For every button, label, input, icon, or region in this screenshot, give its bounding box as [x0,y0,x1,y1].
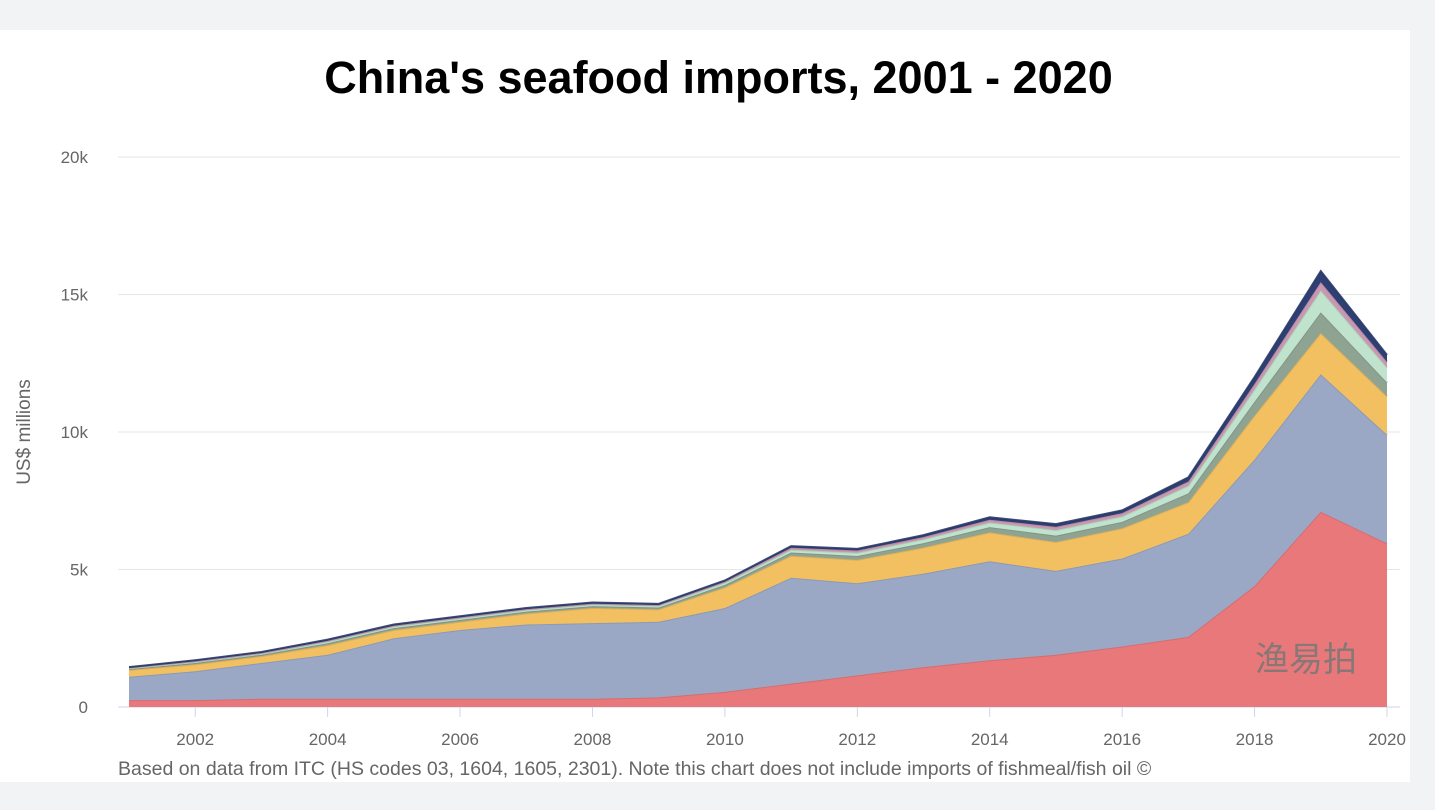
chart-title: China's seafood imports, 2001 - 2020 [324,52,1113,103]
x-tick-label: 2016 [1103,730,1141,749]
y-tick-label: 10k [61,423,89,442]
y-tick-label: 20k [61,148,89,167]
area-series [128,269,1388,707]
y-tick-label: 15k [61,286,89,305]
y-tick-label: 5k [70,561,88,580]
watermark: 渔易拍 [1255,640,1357,680]
x-tick-label: 2010 [706,730,744,749]
x-tick-label: 2014 [971,730,1009,749]
y-axis-label: US$ millions [14,379,35,485]
x-tick-label: 2006 [441,730,479,749]
x-tick-label: 2018 [1236,730,1274,749]
area-series-line-6 [128,269,1388,669]
x-tick-label: 2020 [1368,730,1406,749]
chart-footnote: Based on data from ITC (HS codes 03, 160… [118,758,1152,780]
x-tick-label: 2002 [176,730,214,749]
x-tick-label: 2004 [309,730,347,749]
x-tick-label: 2012 [838,730,876,749]
x-tick-label: 2008 [574,730,612,749]
x-axis-ticks: 2002 2004 2006 2008 2010 2012 2014 2016 2018 2020 [176,707,1406,749]
area-series-1 [129,374,1387,701]
area-series-0 [129,511,1387,707]
y-axis-ticks: 0 5k 10k 15k 20k [61,148,89,717]
y-tick-label: 0 [79,698,88,717]
